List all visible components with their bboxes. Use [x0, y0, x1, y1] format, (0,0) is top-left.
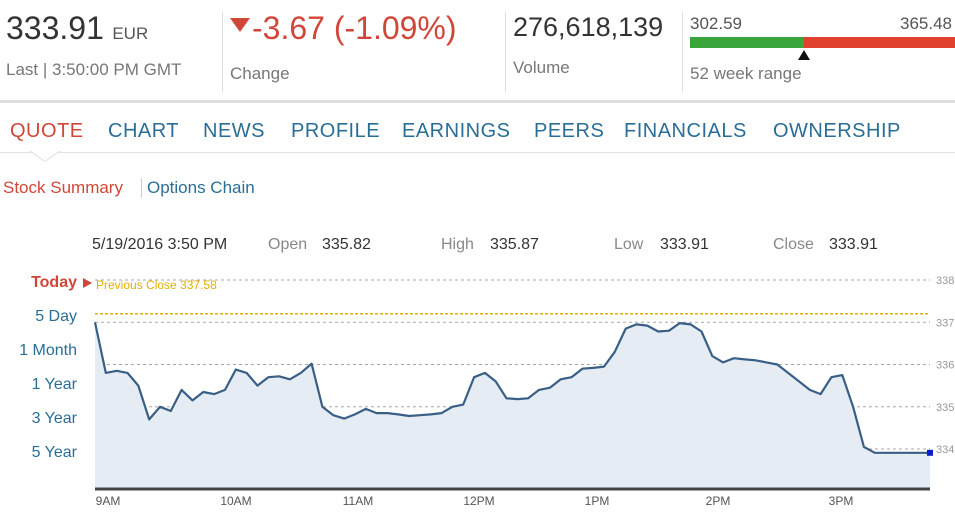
volume-label: Volume [513, 58, 570, 77]
range-1-month[interactable]: 1 Month [19, 342, 77, 359]
close-label: Close [773, 236, 814, 253]
low-label: Low [614, 236, 644, 253]
intraday-chart: 338 337 336 335 334 Previous Close 337.58 9AM 1… [93, 275, 954, 508]
y-tick-label: 338 [936, 275, 954, 287]
y-tick-label: 334 [936, 444, 954, 456]
y-tick-label: 335 [936, 402, 954, 414]
volume-value: 276,618,139 [513, 12, 664, 42]
range-bar-fill [690, 37, 804, 48]
x-tick-label: 9AM [96, 494, 121, 508]
tab-financials[interactable]: FINANCIALS [624, 120, 747, 142]
range-low: 302.59 [690, 14, 742, 33]
range-3-year[interactable]: 3 Year [31, 410, 77, 427]
last-price: 333.91 [6, 10, 104, 46]
divider [222, 12, 223, 92]
tab-chart[interactable]: CHART [108, 120, 180, 142]
change-label: Change [230, 64, 290, 83]
divider [682, 12, 683, 92]
x-tick-label: 12PM [463, 494, 494, 508]
tab-news[interactable]: NEWS [203, 120, 265, 142]
divider [141, 178, 142, 198]
range-5-day[interactable]: 5 Day [35, 308, 77, 325]
range-label: 52 week range [690, 64, 802, 83]
range-bar [690, 37, 955, 48]
tab-quote[interactable]: QUOTE [10, 120, 84, 142]
change-cell: -3.67 (-1.09%) Change [230, 10, 500, 92]
range-5-year[interactable]: 5 Year [31, 444, 77, 461]
x-tick-label: 3PM [829, 494, 854, 508]
range-high: 365.48 [900, 14, 952, 33]
tab-earnings[interactable]: EARNINGS [402, 120, 511, 142]
x-tick-label: 2PM [706, 494, 731, 508]
main-nav: QUOTE CHART NEWS PROFILE EARNINGS PEERS … [0, 110, 955, 162]
price-area [95, 322, 930, 489]
open-label: Open [268, 236, 308, 253]
currency: EUR [112, 24, 149, 43]
close-value: 333.91 [829, 236, 878, 253]
x-tick-label: 10AM [220, 494, 251, 508]
x-tick-label: 1PM [585, 494, 610, 508]
play-icon [83, 278, 92, 288]
x-tick-label: 11AM [343, 494, 373, 508]
quote-datetime: 5/19/2016 3:50 PM [92, 236, 228, 253]
price-line [93, 322, 930, 454]
last-time-label: Last | 3:50:00 PM GMT [6, 60, 182, 79]
range-cell: 302.59 365.48 52 week range [690, 10, 955, 92]
active-tab-pointer-inner [31, 151, 59, 161]
volume-cell: 276,618,139 Volume [513, 10, 678, 92]
tab-profile[interactable]: PROFILE [291, 120, 381, 142]
subtab-stock-summary[interactable]: Stock Summary [3, 178, 123, 197]
price-cell: 333.91 EUR Last | 3:50:00 PM GMT [6, 10, 216, 92]
change-value: -3.67 (-1.09%) [252, 10, 457, 46]
low-value: 333.91 [660, 236, 709, 253]
y-tick-label: 336 [936, 360, 954, 372]
high-label: High [441, 236, 474, 253]
quote-bar: 333.91 EUR Last | 3:50:00 PM GMT -3.67 (… [0, 0, 955, 103]
range-today[interactable]: Today [31, 274, 77, 291]
divider [505, 12, 506, 92]
open-value: 335.82 [322, 236, 371, 253]
high-value: 335.87 [490, 236, 539, 253]
tab-peers[interactable]: PEERS [534, 120, 605, 142]
down-arrow-icon [230, 18, 250, 32]
range-marker-icon [797, 50, 810, 60]
y-tick-label: 337 [936, 317, 954, 329]
subtab-options-chain[interactable]: Options Chain [147, 178, 255, 197]
previous-close-label: Previous Close 337.58 [96, 278, 217, 292]
tab-ownership[interactable]: OWNERSHIP [773, 120, 901, 142]
range-1-year[interactable]: 1 Year [31, 376, 77, 393]
last-price-marker [927, 449, 933, 456]
